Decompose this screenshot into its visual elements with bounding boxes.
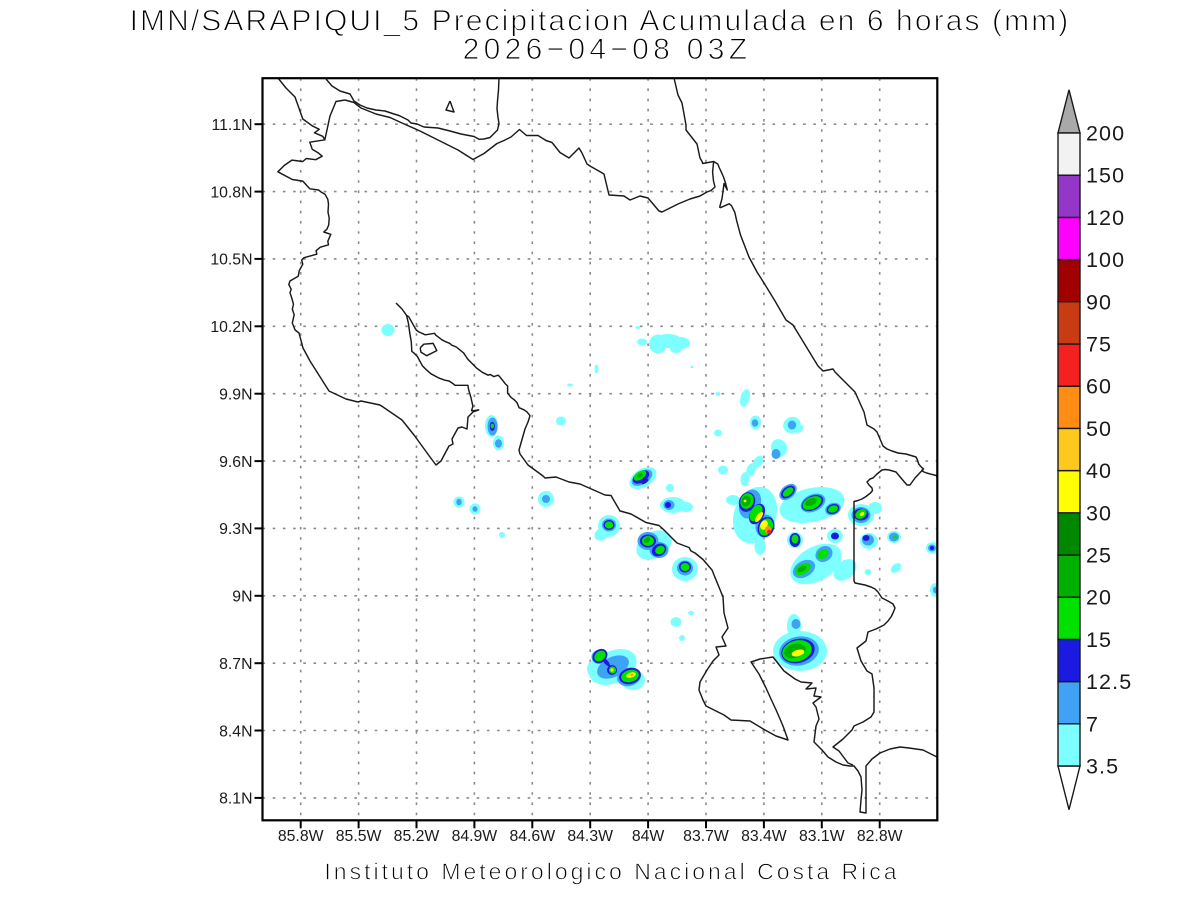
svg-text:20: 20 bbox=[1086, 586, 1112, 610]
svg-text:84W: 84W bbox=[632, 828, 665, 845]
svg-text:Instituto Meteorologico Nacion: Instituto Meteorologico Nacional Costa R… bbox=[324, 859, 899, 885]
svg-text:9.3N: 9.3N bbox=[219, 521, 252, 538]
svg-text:9N: 9N bbox=[232, 589, 252, 606]
svg-text:8.4N: 8.4N bbox=[219, 723, 252, 740]
svg-text:10.8N: 10.8N bbox=[210, 184, 252, 201]
svg-text:60: 60 bbox=[1086, 375, 1112, 399]
svg-text:83.7W: 83.7W bbox=[683, 828, 729, 845]
svg-text:3.5: 3.5 bbox=[1086, 755, 1119, 779]
svg-text:IMN/SARAPIQUI_5 Precipitacion: IMN/SARAPIQUI_5 Precipitacion Acumulada … bbox=[130, 5, 1071, 38]
svg-text:12.5: 12.5 bbox=[1086, 670, 1132, 694]
svg-text:83.4W: 83.4W bbox=[741, 828, 787, 845]
svg-text:8.7N: 8.7N bbox=[219, 656, 252, 673]
svg-text:83.1W: 83.1W bbox=[799, 828, 845, 845]
svg-text:40: 40 bbox=[1086, 459, 1112, 483]
svg-text:84.3W: 84.3W bbox=[567, 828, 613, 845]
svg-text:2026−04−08 03Z: 2026−04−08 03Z bbox=[463, 33, 752, 66]
svg-text:84.9W: 84.9W bbox=[452, 828, 498, 845]
svg-text:9.9N: 9.9N bbox=[219, 387, 252, 404]
svg-text:85.2W: 85.2W bbox=[394, 828, 440, 845]
svg-text:75: 75 bbox=[1086, 333, 1112, 357]
svg-text:84.6W: 84.6W bbox=[509, 828, 555, 845]
svg-text:30: 30 bbox=[1086, 501, 1112, 525]
svg-text:10.5N: 10.5N bbox=[210, 252, 252, 269]
svg-text:10.2N: 10.2N bbox=[210, 319, 252, 336]
svg-text:100: 100 bbox=[1086, 248, 1125, 272]
svg-text:7: 7 bbox=[1086, 712, 1099, 736]
svg-text:50: 50 bbox=[1086, 417, 1112, 441]
svg-text:82.8W: 82.8W bbox=[857, 828, 903, 845]
svg-text:85.5W: 85.5W bbox=[336, 828, 382, 845]
svg-text:120: 120 bbox=[1086, 206, 1125, 230]
svg-text:25: 25 bbox=[1086, 544, 1112, 568]
svg-text:9.6N: 9.6N bbox=[219, 454, 252, 471]
svg-text:11.1N: 11.1N bbox=[212, 117, 253, 134]
svg-text:90: 90 bbox=[1086, 290, 1112, 314]
svg-text:150: 150 bbox=[1086, 164, 1125, 188]
svg-text:200: 200 bbox=[1086, 122, 1125, 146]
svg-text:8.1N: 8.1N bbox=[219, 791, 252, 808]
svg-text:15: 15 bbox=[1086, 628, 1112, 652]
svg-text:85.8W: 85.8W bbox=[278, 828, 324, 845]
